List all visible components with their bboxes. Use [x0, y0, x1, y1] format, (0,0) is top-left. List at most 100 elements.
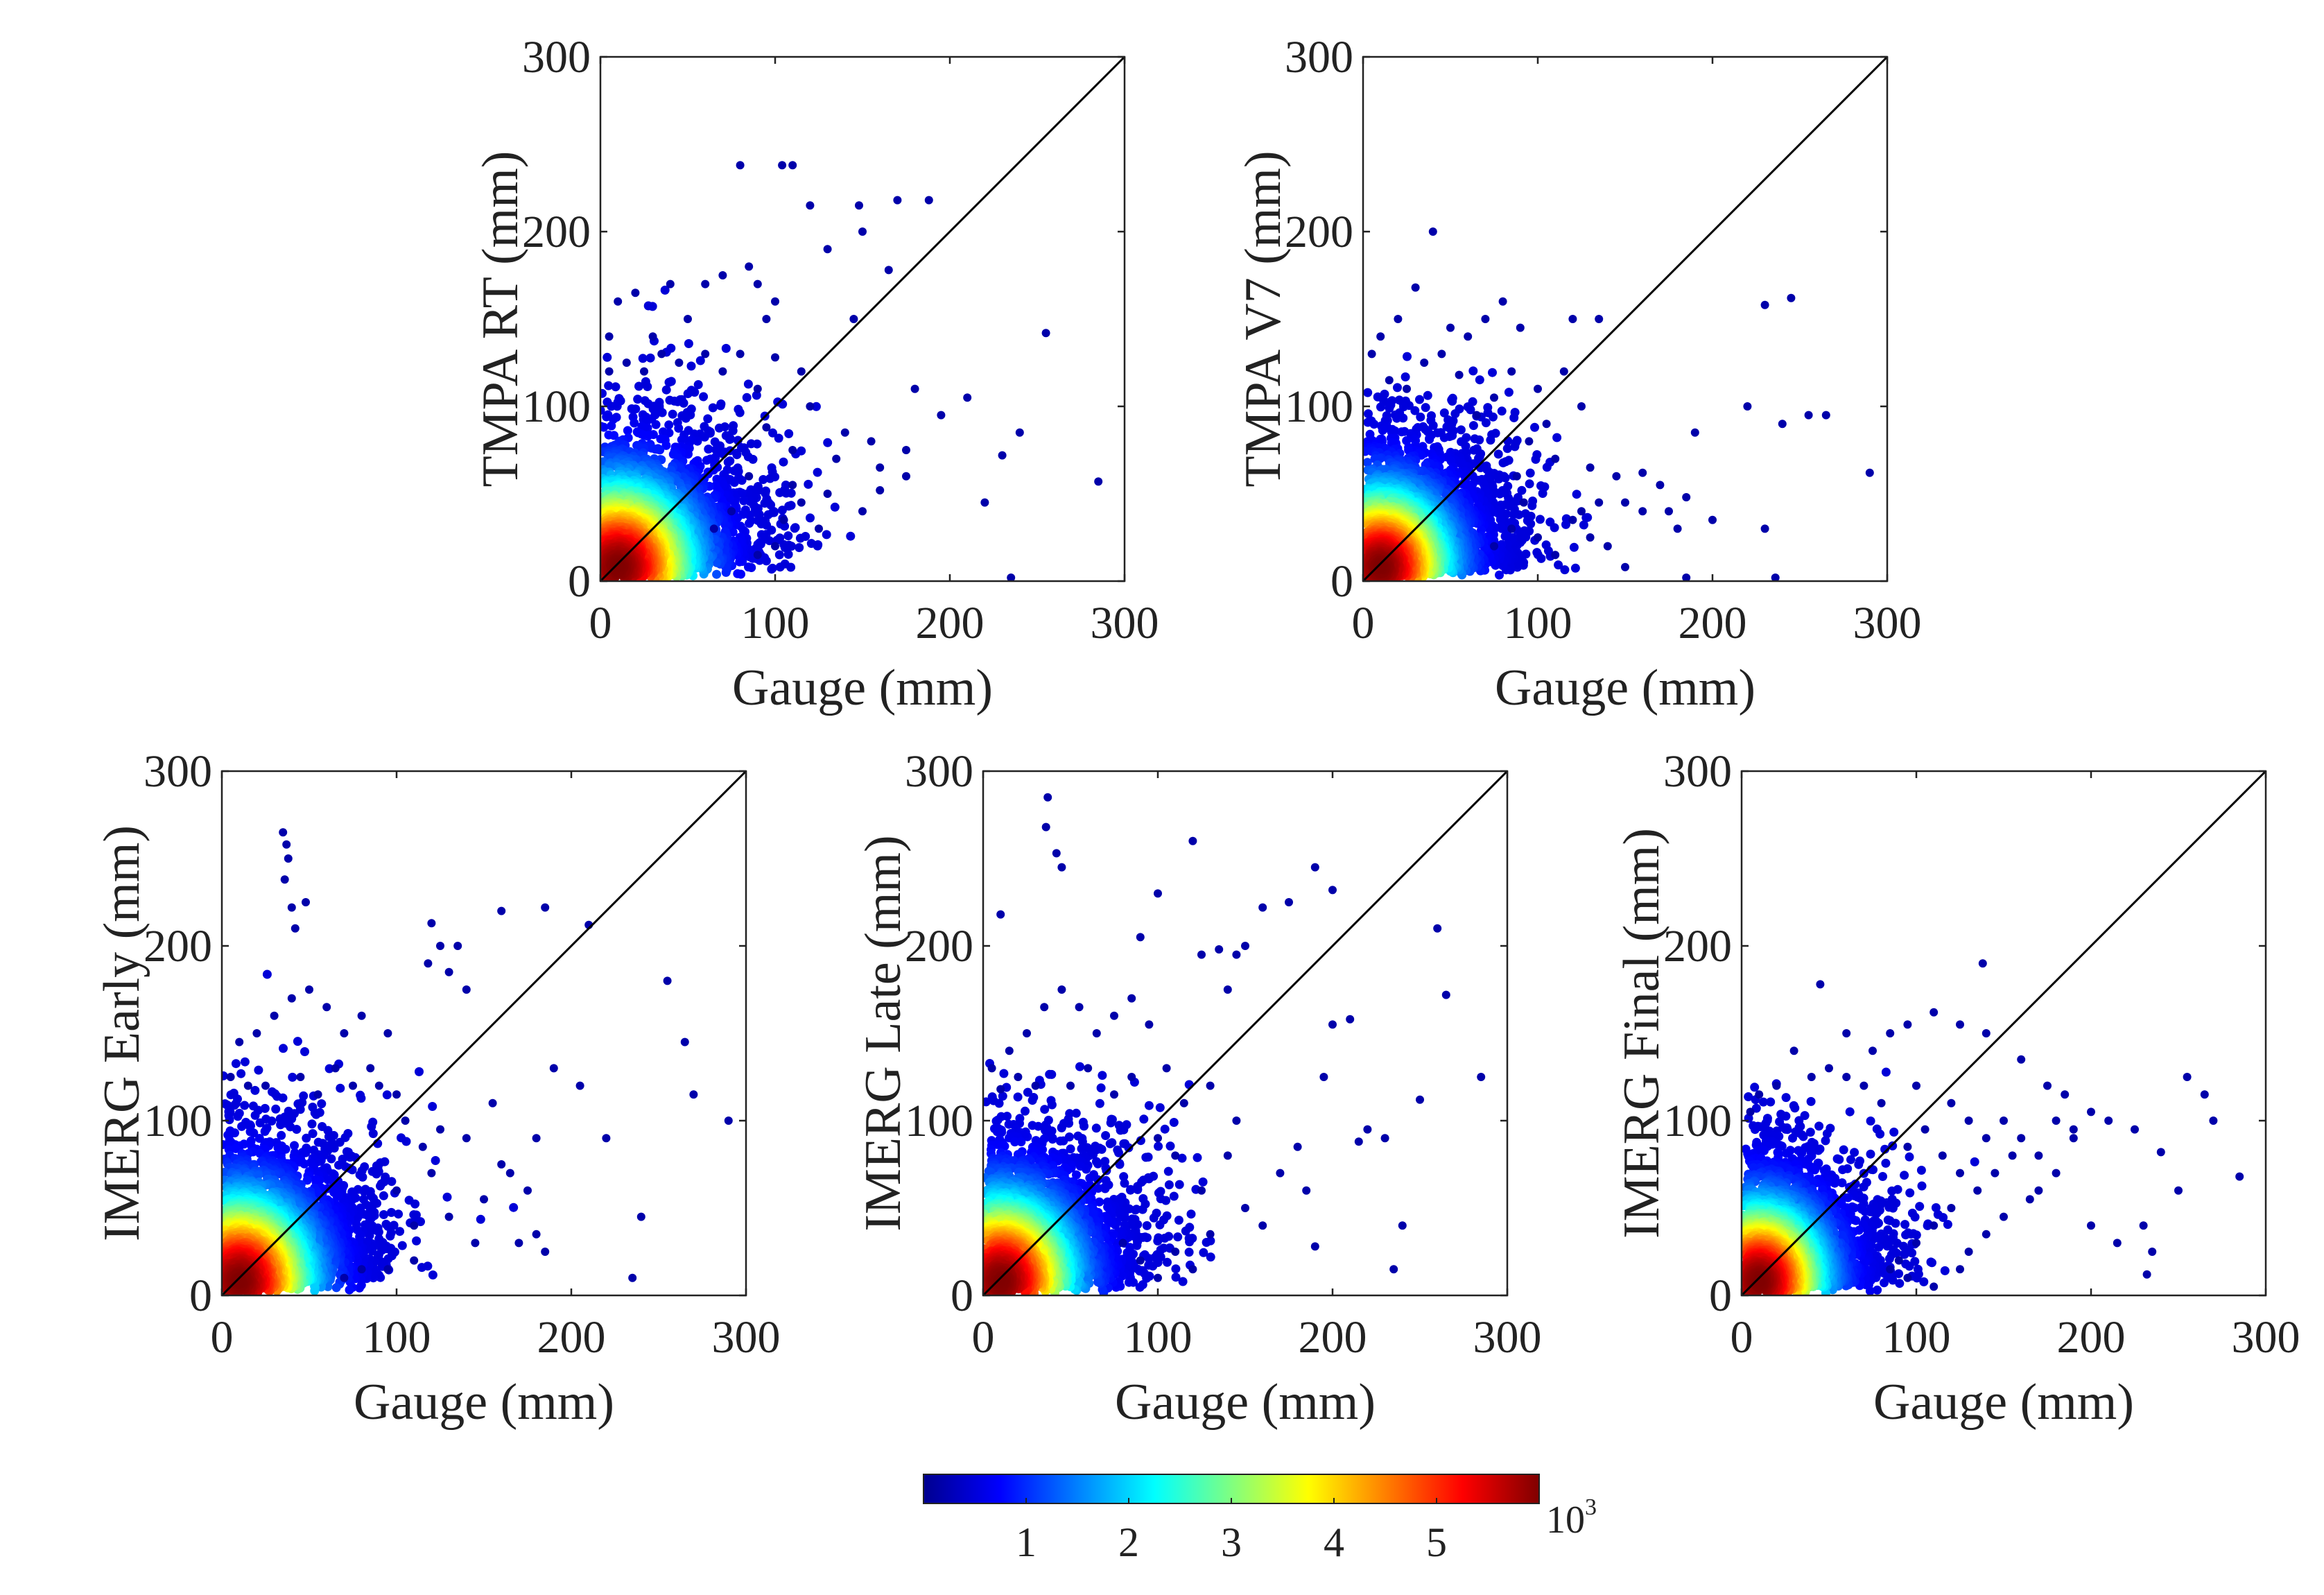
data-point: [605, 367, 614, 376]
density-point: [600, 406, 605, 415]
density-point: [686, 361, 696, 371]
density-point: [735, 557, 745, 567]
y-axis-title: TMPA RT (mm): [472, 151, 529, 488]
data-point: [806, 402, 815, 411]
density-point: [1525, 468, 1535, 478]
density-point: [1421, 403, 1430, 413]
data-point: [1094, 477, 1103, 486]
density-point: [784, 429, 794, 438]
density-point: [1535, 515, 1545, 524]
data-point: [902, 472, 910, 481]
density-point: [747, 439, 756, 449]
density-point: [627, 404, 636, 413]
density-point: [1470, 434, 1480, 444]
density-point: [1579, 520, 1588, 530]
data-point: [684, 315, 692, 323]
density-point: [767, 564, 777, 574]
data-point: [605, 332, 614, 341]
density-point: [779, 540, 789, 549]
density-point: [634, 381, 643, 391]
density-point: [735, 408, 745, 417]
density-point: [1402, 436, 1412, 445]
density-point: [656, 434, 666, 444]
density-point: [1410, 406, 1420, 415]
data-point: [788, 161, 797, 170]
density-point: [630, 418, 639, 428]
data-point: [788, 481, 797, 490]
density-point: [783, 531, 793, 541]
density-point: [774, 550, 784, 560]
density-point: [665, 395, 675, 405]
density-point: [699, 392, 709, 402]
density-point: [1509, 510, 1518, 519]
data-point: [840, 428, 849, 437]
density-point: [813, 467, 822, 477]
data-point: [980, 498, 989, 507]
density-point: [645, 353, 655, 363]
density-point: [1509, 413, 1519, 422]
data-point: [779, 515, 788, 524]
density-point: [1397, 427, 1407, 437]
data-point: [858, 507, 867, 516]
density-point: [1439, 433, 1449, 442]
density-point: [711, 445, 720, 454]
density-point: [1378, 426, 1387, 435]
density-point: [804, 479, 813, 489]
density-point: [602, 412, 612, 422]
density-point: [1552, 433, 1562, 442]
density-point: [1466, 405, 1475, 415]
data-point: [1015, 428, 1024, 437]
density-point: [1530, 422, 1539, 432]
density-point: [611, 382, 621, 392]
density-point: [607, 421, 616, 431]
density-point: [732, 450, 742, 460]
density-point: [1495, 570, 1504, 580]
data-point: [1007, 574, 1016, 581]
density-point: [1504, 388, 1514, 397]
axes-frame: [599, 55, 1126, 583]
density-point: [600, 422, 609, 432]
density-point: [664, 420, 674, 430]
density-point: [1510, 442, 1520, 451]
density-point: [712, 569, 722, 579]
density-point: [695, 356, 705, 365]
density-point: [668, 409, 677, 419]
data-point: [718, 367, 727, 376]
x-tick-label: 100: [741, 598, 810, 648]
density-point: [758, 475, 768, 484]
density-point: [1416, 412, 1425, 422]
density-point: [1458, 479, 1468, 489]
density-point: [773, 397, 783, 407]
density-point: [765, 474, 775, 483]
density-point: [1439, 408, 1449, 417]
density-point: [1581, 513, 1591, 523]
data-point: [788, 446, 797, 454]
data-point: [884, 266, 893, 275]
data-point: [640, 367, 648, 376]
data-point: [745, 472, 754, 481]
density-point: [1401, 372, 1410, 381]
density-point: [1442, 422, 1452, 431]
data-point: [701, 279, 710, 288]
one-to-one-line: [599, 55, 1126, 583]
density-point: [760, 499, 770, 508]
density-point: [1527, 501, 1537, 510]
density-point: [1486, 436, 1495, 445]
density-point: [1475, 375, 1484, 385]
density-point: [602, 352, 612, 362]
density-point: [643, 382, 652, 391]
density-point: [1380, 389, 1389, 399]
density-point: [739, 496, 749, 506]
density-point: [823, 438, 833, 447]
density-point: [1500, 531, 1510, 541]
data-point: [797, 367, 806, 376]
density-point: [604, 381, 614, 390]
density-point: [609, 431, 618, 440]
density-point: [1448, 397, 1457, 406]
data-point: [666, 279, 675, 288]
density-point: [1538, 489, 1547, 498]
density-point: [1461, 441, 1471, 451]
density-point: [708, 403, 718, 413]
